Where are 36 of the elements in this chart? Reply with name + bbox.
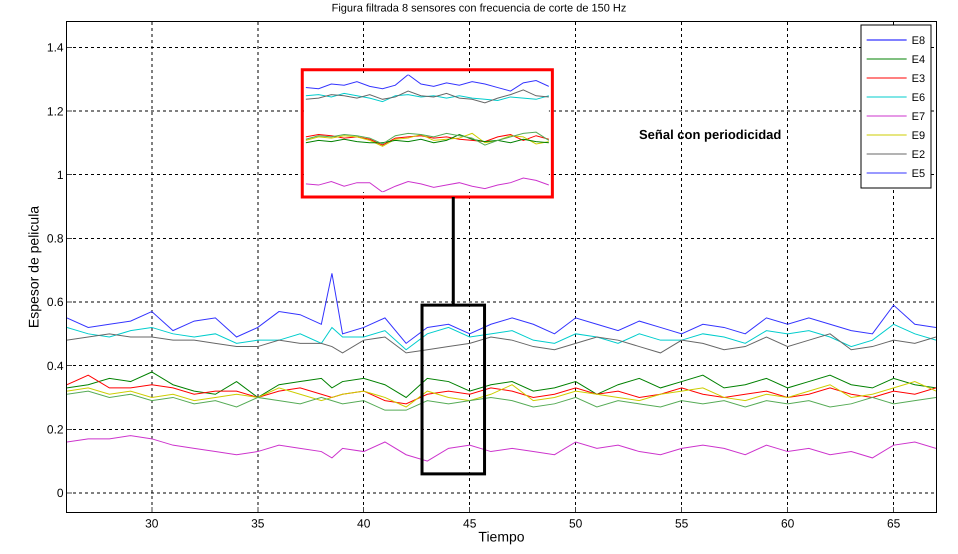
x-tick-label: 45 bbox=[463, 516, 477, 530]
x-tick-label: 50 bbox=[569, 516, 583, 530]
y-tick-label: 0.6 bbox=[46, 295, 64, 310]
line-series bbox=[67, 333, 936, 354]
legend-label: E4 bbox=[912, 54, 926, 66]
x-tick-label: 65 bbox=[886, 516, 901, 530]
y-tick-label: 1 bbox=[56, 168, 64, 182]
x-tick-label: 35 bbox=[251, 516, 265, 530]
x-tick-label: 40 bbox=[357, 516, 371, 530]
legend-label: E8 bbox=[912, 35, 926, 48]
legend-label: E2 bbox=[912, 149, 926, 162]
x-axis-title: Tiempo bbox=[478, 528, 525, 545]
line-series bbox=[67, 374, 936, 404]
y-tick-label: 0.8 bbox=[46, 232, 64, 246]
line-series bbox=[67, 381, 936, 408]
y-axis-title: Espesor de pelicula bbox=[26, 206, 42, 328]
line-series bbox=[67, 272, 936, 344]
y-tick-label: 0 bbox=[56, 486, 64, 500]
y-tick-label: 0.2 bbox=[46, 422, 64, 436]
legend-label: E3 bbox=[912, 73, 926, 86]
legend-label: E5 bbox=[912, 168, 926, 180]
legend-label: E9 bbox=[912, 130, 926, 142]
y-tick-label: 1.4 bbox=[46, 40, 64, 55]
line-series bbox=[67, 324, 936, 350]
y-tick-label: 1.2 bbox=[46, 104, 64, 118]
line-series bbox=[67, 372, 936, 398]
annotation: Señal con periodicidad bbox=[639, 127, 782, 142]
x-tick-label: 60 bbox=[780, 516, 795, 530]
x-tick-label: 30 bbox=[145, 516, 159, 530]
line-series bbox=[67, 390, 936, 411]
x-tick-label: 55 bbox=[674, 516, 689, 530]
chart-title: Figura filtrada 8 sensores con frecuencia de corte de 150 Hz bbox=[332, 2, 626, 15]
line-series bbox=[67, 435, 936, 462]
legend-label: E6 bbox=[912, 92, 926, 104]
y-tick-label: 0.4 bbox=[46, 358, 64, 373]
legend-label: E7 bbox=[912, 111, 926, 124]
